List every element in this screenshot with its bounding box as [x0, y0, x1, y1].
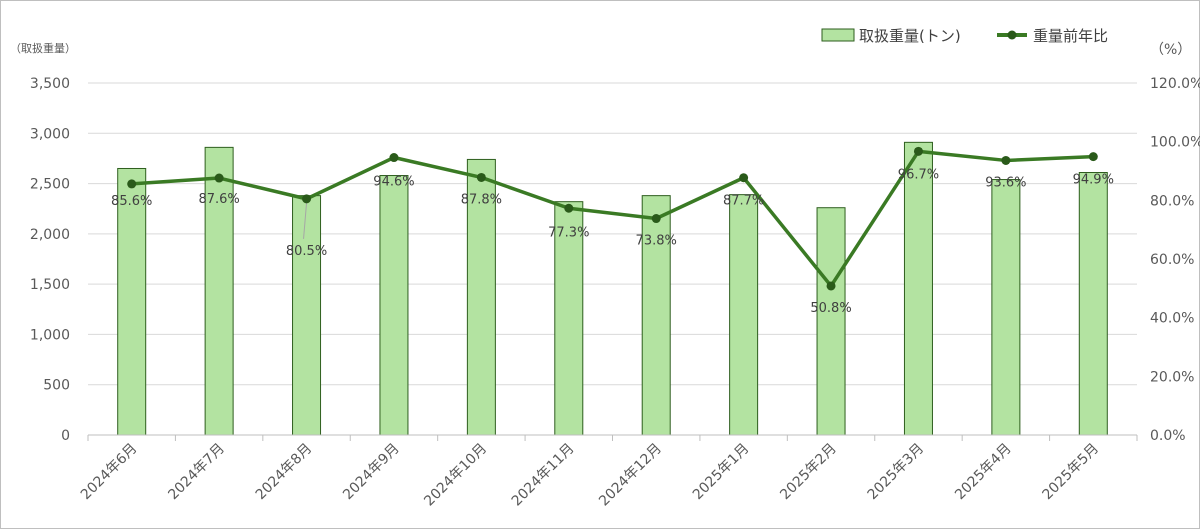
- bar: [991, 179, 1021, 436]
- y-right-tick-label: 100.0%: [1150, 135, 1200, 151]
- data-label: 85.6%: [111, 194, 152, 209]
- line-marker: [214, 173, 224, 183]
- line-marker: [564, 203, 574, 213]
- legend-bar-swatch: [821, 28, 855, 42]
- bar: [292, 195, 322, 436]
- bar: [729, 194, 759, 436]
- legend-bar-label: 取扱重量(トン): [859, 27, 961, 45]
- line-marker: [127, 179, 137, 189]
- y-axis-left-label: （取扱重量）: [10, 41, 76, 55]
- y-left-tick-label: 3,000: [30, 126, 70, 142]
- line-marker: [651, 214, 661, 224]
- bar: [204, 146, 234, 436]
- data-label: 87.6%: [198, 192, 239, 207]
- data-label: 80.5%: [286, 244, 327, 259]
- legend-line-marker: [1007, 30, 1017, 40]
- y-right-tick-label: 120.0%: [1150, 76, 1200, 92]
- data-label: 94.9%: [1073, 173, 1114, 188]
- legend: 取扱重量(トン) 重量前年比: [821, 27, 1108, 45]
- x-tick-label: 2025年2月: [777, 441, 840, 504]
- line-path: [131, 149, 1094, 288]
- data-label: 93.6%: [985, 175, 1026, 190]
- x-axis: 2024年6月 2024年7月 2024年8月 2024年9月 2024年10月 2024…: [78, 434, 1138, 510]
- bar: [816, 207, 846, 436]
- y-left-tick-label: 1,000: [30, 327, 70, 343]
- bar: [379, 175, 409, 436]
- gridlines: [88, 82, 1137, 386]
- bar: [117, 167, 147, 436]
- data-label: 87.7%: [723, 194, 764, 209]
- x-tick-label: 2025年3月: [865, 441, 928, 504]
- x-tick-label: 2024年9月: [340, 441, 403, 504]
- x-tick-label: 2024年8月: [253, 441, 316, 504]
- y-left-tick-label: 2,000: [30, 227, 70, 243]
- data-label: 73.8%: [636, 234, 677, 249]
- line-series: 85.6% 87.6% 80.5% 94.6% 87.8% 77.3% 73.8% 87.7%…: [111, 146, 1114, 316]
- bar: [641, 195, 671, 436]
- x-tick-label: 2025年5月: [1040, 441, 1103, 504]
- x-tick-label: 2024年10月: [421, 441, 490, 510]
- line-marker: [476, 172, 486, 182]
- y-axis-right-label: （%）: [1150, 42, 1191, 58]
- line-marker: [1088, 152, 1098, 162]
- bar: [466, 158, 496, 436]
- y-right-tick-label: 80.0%: [1150, 193, 1194, 209]
- y-right-tick-label: 20.0%: [1150, 369, 1194, 385]
- x-tick-label: 2024年6月: [78, 441, 141, 504]
- y-left-tick-label: 2,500: [30, 177, 70, 193]
- data-label: 77.3%: [548, 225, 589, 240]
- legend-line-label: 重量前年比: [1033, 27, 1108, 45]
- data-label: 96.7%: [898, 167, 939, 182]
- x-tick-label: 2024年12月: [596, 441, 665, 510]
- y-right-tick-label: 60.0%: [1150, 252, 1194, 268]
- data-label: 87.8%: [461, 192, 502, 207]
- line-marker: [913, 146, 923, 156]
- data-label-leader: [303, 202, 308, 239]
- y-right-tick-label: 40.0%: [1150, 311, 1194, 327]
- y-left-tick-label: 3,500: [30, 76, 70, 92]
- y-left-tick-label: 1,500: [30, 277, 70, 293]
- line-marker: [389, 153, 399, 163]
- bar: [903, 141, 933, 436]
- y-left-tick-label: 500: [43, 378, 70, 394]
- data-label: 50.8%: [810, 301, 851, 316]
- data-label: 94.6%: [373, 175, 414, 190]
- line-marker: [302, 194, 312, 204]
- x-tick-label: 2024年11月: [509, 441, 578, 510]
- x-tick-label: 2024年7月: [165, 441, 228, 504]
- line-marker: [1001, 155, 1011, 165]
- bar-series: [117, 141, 1108, 436]
- line-marker: [739, 173, 749, 183]
- y-axis-right: 0.0% 20.0% 40.0% 60.0% 80.0% 100.0% 120.0%: [1150, 76, 1200, 444]
- bar: [554, 201, 584, 436]
- x-tick-label: 2025年4月: [952, 441, 1015, 504]
- line-marker: [826, 281, 836, 291]
- y-axis-left: 0 500 1,000 1,500 2,000 2,500 3,000 3,500: [30, 76, 70, 444]
- bar: [1078, 172, 1108, 436]
- y-left-tick-label: 0: [61, 428, 70, 444]
- y-right-tick-label: 0.0%: [1150, 428, 1186, 444]
- x-tick-label: 2025年1月: [690, 441, 753, 504]
